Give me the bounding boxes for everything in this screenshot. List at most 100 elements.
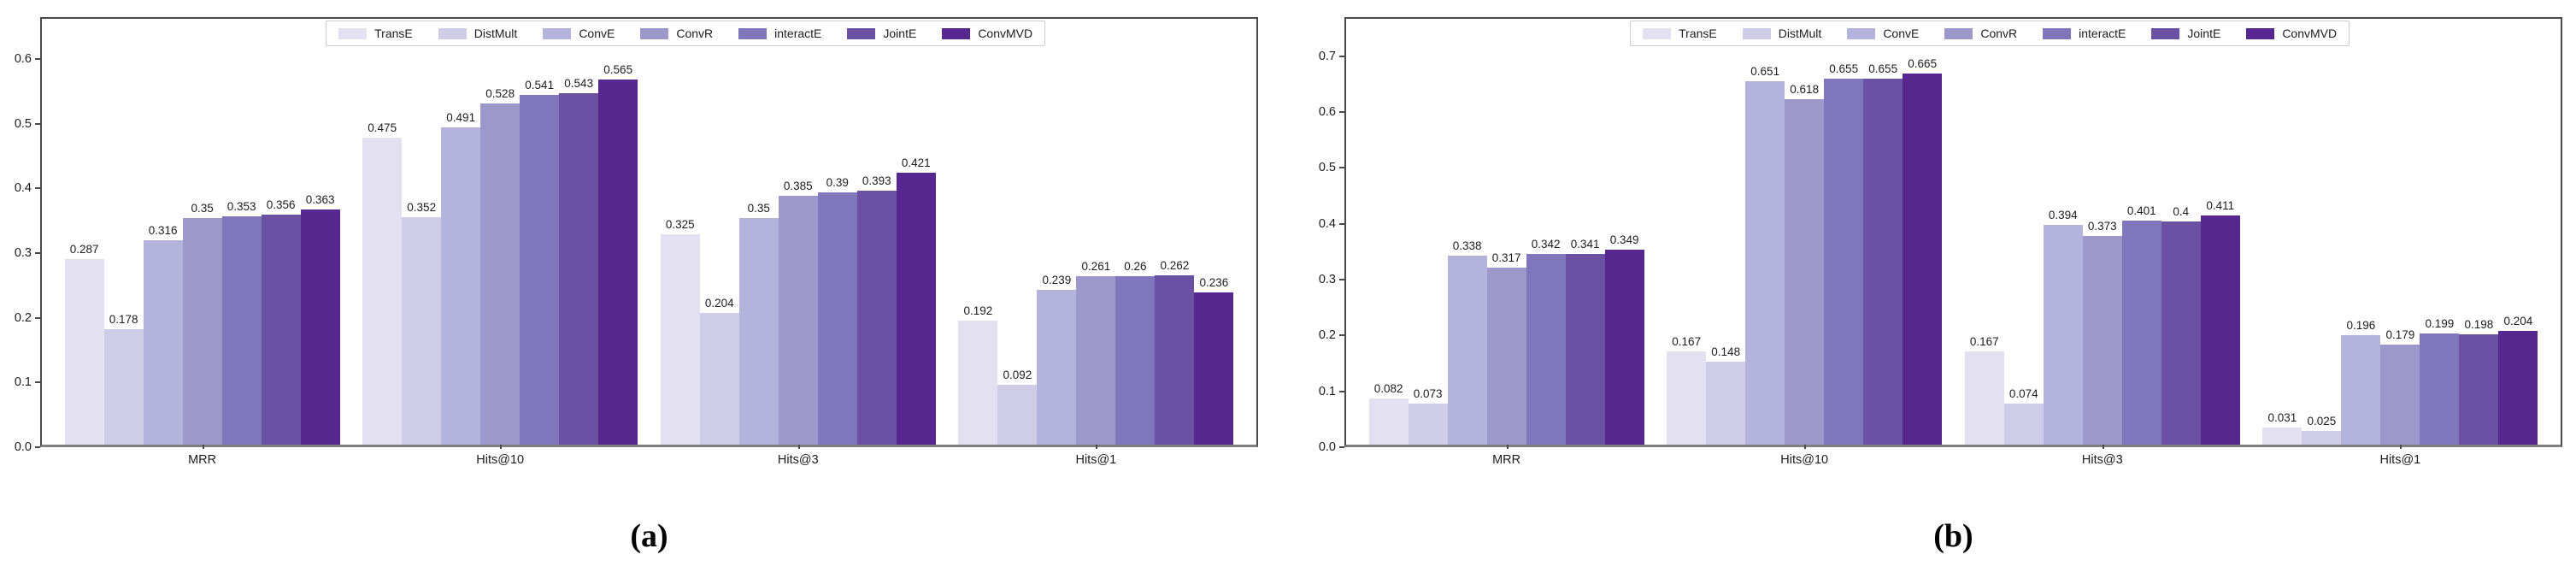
legend-swatch-icon [338, 27, 368, 39]
bar-value-label: 0.341 [1570, 238, 1600, 251]
legend-item-conve: ConvE [543, 27, 615, 40]
x-axis-tick-label: Hits@3 [2081, 453, 2123, 467]
bar-convmvd: 0.204 [2498, 315, 2538, 445]
bar-conve: 0.338 [1447, 239, 1487, 445]
legend-item-transe: TransE [1643, 27, 1717, 40]
bar-value-label: 0.655 [1829, 62, 1859, 76]
legend-swatch-icon [738, 27, 768, 39]
bar-jointe: 0.543 [559, 77, 599, 445]
y-axis-tick-mark [35, 252, 40, 255]
x-axis-tick-mark [202, 445, 204, 449]
bar-value-label: 0.393 [862, 174, 891, 187]
bar-transe: 0.475 [362, 121, 403, 445]
legend-item-transe: TransE [338, 27, 413, 40]
legend-item-convmvd: ConvMVD [2246, 27, 2337, 40]
x-axis-tick-mark [500, 445, 503, 449]
y-axis-tick-label: 0.5 [1318, 161, 1336, 175]
bar-value-label: 0.394 [2048, 208, 2078, 221]
x-axis-tick-mark [2400, 445, 2403, 449]
legend-item-distmult: DistMult [438, 27, 517, 40]
bar-value-label: 0.261 [1081, 259, 1111, 273]
bar-value-label: 0.35 [191, 202, 214, 215]
bar-interacte: 0.655 [1824, 62, 1864, 445]
bar-jointe: 0.262 [1155, 259, 1195, 445]
bar-groups-a: 0.287 0.178 0.316 0.35 0.353 0.356 0.363 MRR 0.4… [42, 19, 1256, 467]
x-axis-tick-label: Hits@3 [777, 453, 819, 467]
bar-distmult: 0.148 [1706, 345, 1746, 445]
bar-transe: 0.031 [2262, 411, 2303, 445]
bar-group-hits-3: 0.325 0.204 0.35 0.385 0.39 0.393 0.421 Hits@3 [660, 156, 936, 467]
bar-conve: 0.491 [441, 111, 481, 445]
bar-value-label: 0.356 [266, 198, 296, 211]
bar-value-label: 0.204 [2503, 314, 2533, 327]
bar-value-label: 0.4 [2173, 204, 2190, 218]
bar-value-label: 0.196 [2346, 319, 2376, 332]
bar-interacte: 0.401 [2121, 204, 2161, 445]
bar-value-label: 0.665 [1908, 56, 1938, 70]
bar-interacte: 0.541 [520, 79, 560, 445]
bar-transe: 0.167 [1667, 335, 1707, 445]
y-axis-tick-mark [35, 316, 40, 319]
bar-value-label: 0.025 [2307, 414, 2337, 428]
legend-label: ConvE [579, 27, 615, 40]
y-axis-tick-label: 0.4 [14, 181, 32, 196]
legend-swatch-icon [2151, 27, 2180, 39]
y-axis-tick-label: 0.4 [1318, 216, 1336, 231]
bar-value-label: 0.421 [901, 156, 931, 169]
bar-jointe: 0.356 [261, 198, 301, 445]
y-axis-tick-label: 0.5 [14, 116, 32, 131]
legend-swatch-icon [1847, 27, 1876, 39]
y-axis-tick-mark [35, 381, 40, 384]
y-axis-tick-label: 0.0 [14, 440, 32, 454]
bar-value-label: 0.074 [2008, 386, 2038, 400]
legend-label: DistMult [1778, 27, 1822, 40]
bar-value-label: 0.167 [1672, 334, 1702, 348]
legend-a: TransE DistMult ConvE ConvR interactE JointE C… [326, 21, 1046, 46]
y-axis-tick-mark [1339, 279, 1344, 281]
bar-value-label: 0.236 [1199, 275, 1229, 289]
bar-value-label: 0.342 [1531, 237, 1561, 251]
bar-jointe: 0.198 [2459, 318, 2499, 445]
plot-area-b: TransE DistMult ConvE ConvR interactE JointE C… [1344, 17, 2562, 467]
legend-item-convr: ConvR [640, 27, 713, 40]
bar-distmult: 0.204 [699, 297, 739, 445]
bar-value-label: 0.192 [963, 304, 993, 317]
y-axis-tick-label: 0.6 [1318, 105, 1336, 120]
bar-conve: 0.394 [2043, 209, 2083, 445]
bar-convmvd: 0.411 [2200, 199, 2240, 445]
y-axis-tick-mark [35, 58, 40, 61]
bar-value-label: 0.199 [2425, 317, 2455, 330]
legend-swatch-icon [1944, 27, 1973, 39]
bar-value-label: 0.073 [1413, 387, 1443, 401]
legend-item-distmult: DistMult [1742, 27, 1822, 40]
bar-value-label: 0.317 [1491, 251, 1521, 264]
legend-label: ConvE [1883, 27, 1920, 40]
x-axis-tick-mark [1096, 445, 1098, 449]
bar-convmvd: 0.421 [896, 156, 936, 445]
x-axis-tick-mark [797, 445, 800, 449]
bar-convr: 0.317 [1486, 251, 1526, 445]
bar-value-label: 0.475 [368, 121, 397, 134]
chart-panel-b: 0.0 0.1 0.2 0.3 0.4 0.5 0.6 0.7 TransE DistMult C… [1319, 17, 2562, 554]
bar-interacte: 0.353 [221, 200, 262, 445]
bar-value-label: 0.35 [747, 202, 770, 215]
bar-value-label: 0.082 [1373, 382, 1403, 396]
bar-conve: 0.316 [143, 224, 183, 445]
y-axis-tick-mark [1339, 446, 1344, 448]
bar-group-hits-10: 0.167 0.148 0.651 0.618 0.655 0.655 0.665 Hits@… [1667, 57, 1943, 467]
bar-distmult: 0.352 [402, 201, 442, 445]
bar-interacte: 0.342 [1526, 238, 1566, 445]
x-axis-tick-mark [1506, 445, 1509, 449]
bar-conve: 0.196 [2341, 319, 2381, 445]
legend-swatch-icon [2043, 27, 2072, 39]
bar-value-label: 0.618 [1790, 83, 1820, 97]
bar-value-label: 0.528 [485, 86, 515, 100]
legend-label: TransE [1679, 27, 1717, 40]
bar-value-label: 0.031 [2267, 410, 2297, 424]
legend-swatch-icon [438, 27, 467, 39]
bar-value-label: 0.287 [69, 242, 99, 256]
bar-distmult: 0.074 [2003, 387, 2044, 445]
legend-swatch-icon [942, 27, 971, 39]
legend-item-jointe: JointE [847, 27, 916, 40]
bar-value-label: 0.39 [826, 176, 849, 189]
